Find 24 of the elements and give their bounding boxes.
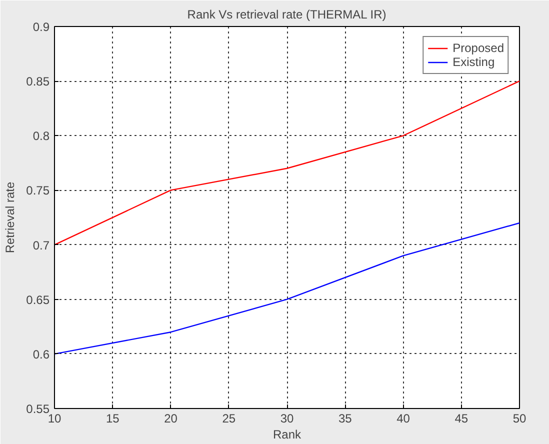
x-tick-label: 45	[454, 412, 468, 426]
x-tick-label: 30	[280, 412, 294, 426]
line-series	[54, 222, 520, 355]
x-tick-label: 20	[164, 412, 178, 426]
y-tick-label: 0.65	[26, 292, 50, 307]
legend-label: Existing	[452, 55, 495, 69]
chart-title: Rank Vs retrieval rate (THERMAL IR)	[187, 8, 386, 22]
x-tick-label: 35	[338, 412, 352, 426]
y-tick-label: 0.8	[32, 129, 50, 144]
x-tick-label: 40	[396, 412, 410, 426]
x-tick-label: 15	[106, 412, 120, 426]
legend-label: Proposed	[452, 41, 504, 55]
x-tick-label: 10	[48, 412, 62, 426]
x-tick-label: 25	[222, 412, 236, 426]
y-tick-label: 0.75	[26, 184, 50, 198]
y-tick-label: 0.6	[32, 347, 50, 362]
y-axis-title: Retrieval rate	[3, 181, 18, 254]
x-axis-title: Rank	[272, 428, 302, 442]
line-series	[54, 80, 520, 246]
x-tick-label: 50	[512, 412, 526, 426]
y-tick-label: 0.55	[26, 402, 50, 416]
y-tick-label: 0.85	[26, 74, 50, 89]
y-tick-label: 0.7	[32, 238, 50, 252]
y-tick-label: 0.9	[32, 20, 50, 34]
